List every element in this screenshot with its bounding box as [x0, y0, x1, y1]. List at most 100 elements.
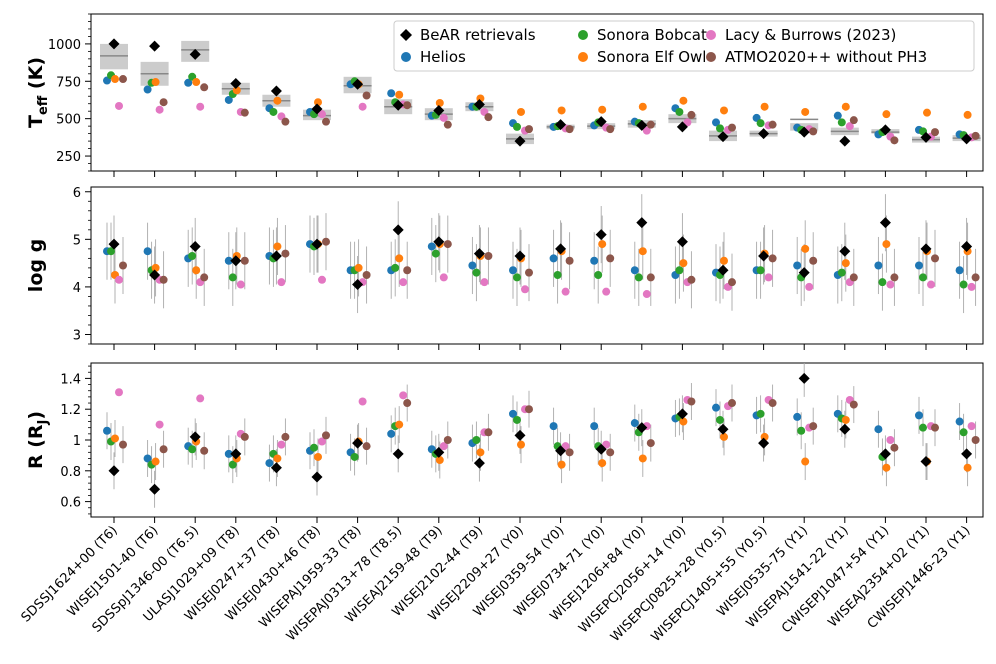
point-atmo — [565, 125, 574, 134]
point-bobcat — [553, 271, 562, 280]
point-bobcat — [594, 271, 603, 280]
point-bobcat — [837, 268, 846, 277]
point-helios — [103, 426, 111, 435]
point-lacy — [764, 273, 773, 282]
point-lacy — [196, 102, 205, 111]
y-tick-label: 5 — [73, 233, 81, 248]
point-bear — [676, 236, 688, 248]
point-elfowl — [151, 78, 160, 87]
point-helios — [143, 454, 152, 463]
point-bobcat — [107, 247, 115, 256]
point-bear — [230, 255, 242, 267]
point-lacy — [439, 273, 448, 282]
y-tick-label: 1.2 — [60, 403, 81, 418]
legend-marker-bear — [400, 29, 412, 41]
y-tick-label: 250 — [56, 150, 81, 165]
legend-frame — [393, 20, 975, 72]
point-helios — [224, 256, 233, 265]
y-axis-title: log g — [25, 239, 47, 292]
panel-3: 0.6 0.8 1 1.2 1.4 R (RJ) — [25, 362, 984, 523]
point-bear — [758, 250, 770, 262]
point-bobcat — [675, 266, 684, 275]
point-lacy — [155, 420, 164, 429]
point-elfowl — [923, 108, 931, 117]
series-elfowl — [111, 415, 972, 472]
point-bear — [758, 437, 770, 449]
point-bobcat — [513, 122, 521, 131]
point-elfowl — [192, 78, 201, 87]
point-bear — [311, 471, 323, 483]
point-elfowl — [882, 110, 891, 119]
point-bobcat — [513, 415, 521, 424]
point-lacy — [318, 275, 326, 284]
point-atmo — [849, 116, 858, 125]
axes-frame — [90, 362, 984, 518]
point-bear — [961, 240, 973, 252]
panel-1: 250 500 750 1000 Teff (K) — [25, 13, 984, 177]
point-bear — [879, 448, 891, 460]
series-helios — [103, 403, 964, 468]
y-axis-title: Teff (K) — [25, 57, 51, 128]
point-atmo — [931, 423, 939, 432]
point-helios — [509, 409, 517, 418]
point-elfowl — [557, 460, 566, 469]
point-atmo — [240, 108, 249, 117]
point-lacy — [115, 388, 123, 397]
point-lacy — [277, 440, 286, 449]
point-atmo — [240, 256, 249, 265]
point-bear — [433, 104, 445, 116]
point-helios — [509, 266, 517, 275]
point-helios — [630, 419, 639, 428]
point-bear — [879, 217, 891, 229]
point-lacy — [399, 278, 408, 287]
point-elfowl — [151, 263, 160, 272]
point-bear — [961, 448, 973, 460]
point-atmo — [565, 448, 574, 457]
point-atmo — [443, 120, 452, 129]
y-tick-label: 6 — [73, 186, 81, 201]
point-atmo — [971, 131, 980, 140]
point-atmo — [525, 405, 533, 414]
point-lacy — [439, 442, 448, 451]
point-elfowl — [638, 247, 647, 256]
point-bear — [595, 229, 607, 241]
point-bear — [717, 423, 729, 435]
point-atmo — [809, 256, 818, 265]
point-bobcat — [350, 452, 359, 461]
y-tick-label: 1 — [73, 434, 81, 449]
point-atmo — [687, 110, 696, 119]
point-bear — [270, 250, 282, 262]
point-atmo — [849, 273, 858, 282]
point-bear — [514, 429, 526, 441]
point-bear — [352, 279, 364, 291]
point-bobcat — [959, 428, 968, 437]
legend-label-elfowl: Sonora Elf Owl — [597, 48, 706, 66]
point-bear — [920, 131, 932, 143]
point-atmo — [159, 98, 168, 107]
point-lacy — [115, 275, 123, 284]
point-bear — [514, 250, 526, 262]
point-bobcat — [228, 273, 237, 282]
series-bear — [108, 372, 973, 495]
point-elfowl — [395, 254, 404, 263]
point-elfowl — [598, 105, 607, 114]
point-elfowl — [598, 240, 607, 249]
legend-marker-elfowl — [578, 52, 588, 62]
point-atmo — [971, 273, 980, 282]
point-helios — [630, 266, 639, 275]
point-atmo — [768, 399, 777, 408]
point-atmo — [768, 254, 777, 263]
point-helios — [143, 85, 152, 94]
point-elfowl — [963, 463, 972, 472]
point-elfowl — [841, 259, 850, 268]
legend-label-lacy: Lacy & Burrows (2023) — [725, 26, 896, 44]
legend-label-bear: BeAR retrievals — [420, 26, 536, 44]
point-elfowl — [720, 256, 728, 265]
point-lacy — [236, 280, 245, 289]
point-helios — [915, 261, 923, 270]
point-bobcat — [472, 268, 481, 277]
series-atmo — [119, 237, 980, 287]
point-bear — [473, 457, 485, 469]
point-elfowl — [273, 242, 282, 251]
